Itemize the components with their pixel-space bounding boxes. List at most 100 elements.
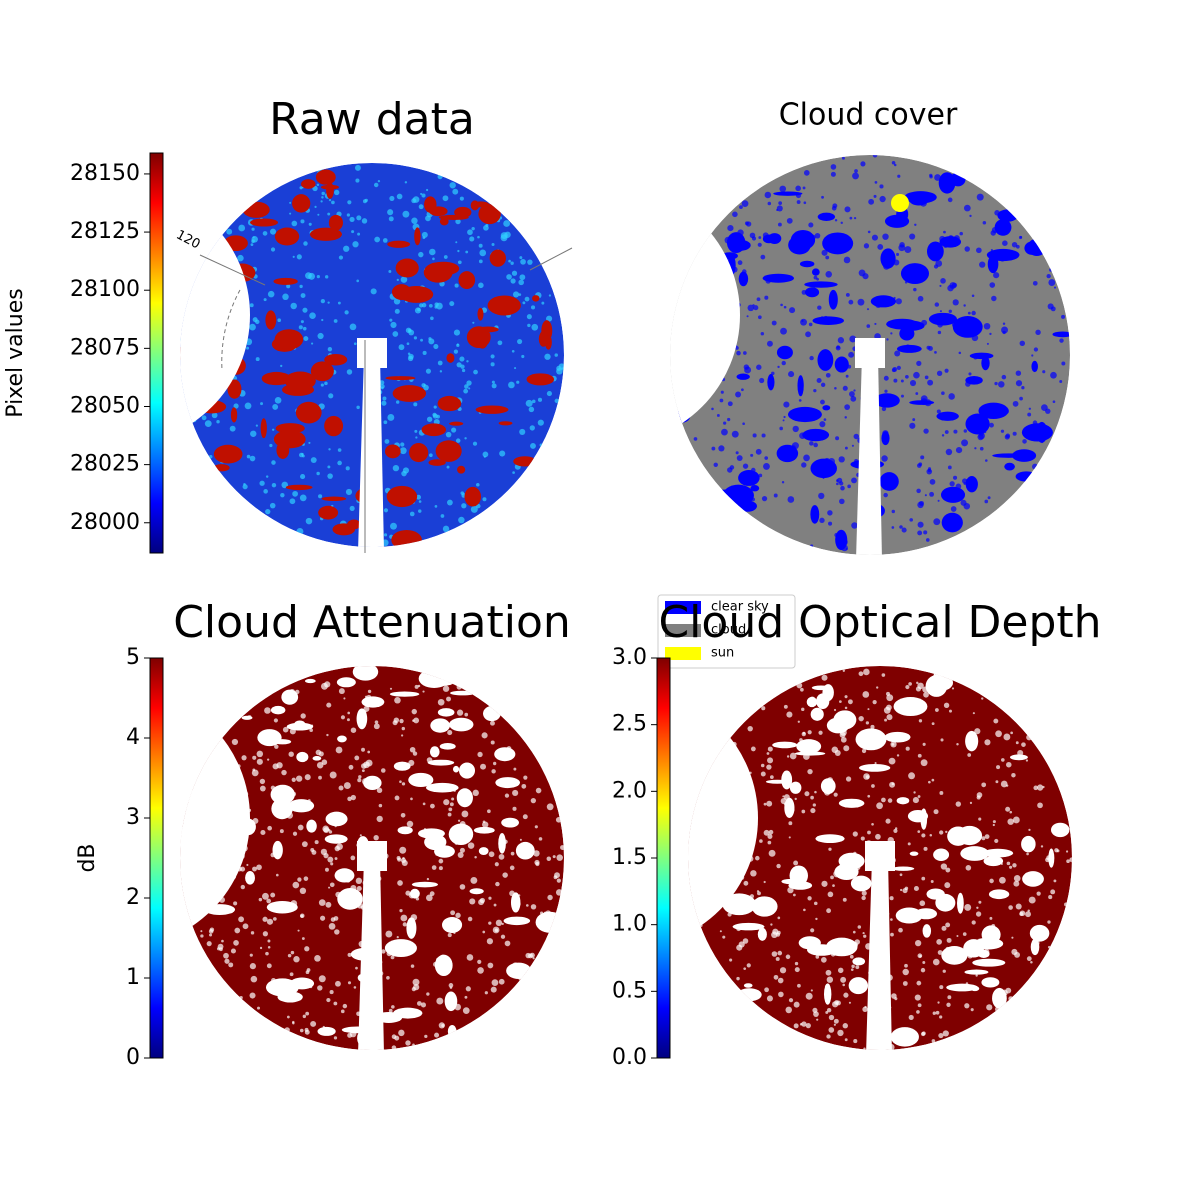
speck bbox=[490, 720, 495, 726]
speck bbox=[986, 1004, 993, 1011]
speck bbox=[1002, 322, 1006, 325]
speck bbox=[416, 1001, 422, 1006]
colorbar-tick-label: 0.0 bbox=[612, 1045, 647, 1070]
blob bbox=[434, 954, 453, 977]
speck bbox=[282, 293, 289, 301]
speck bbox=[871, 822, 874, 826]
speck bbox=[782, 419, 785, 422]
speck bbox=[693, 437, 698, 441]
speck bbox=[952, 475, 958, 480]
blob bbox=[938, 172, 956, 194]
speck bbox=[301, 841, 308, 848]
speck bbox=[308, 272, 316, 280]
speck bbox=[448, 983, 454, 988]
speck bbox=[995, 730, 1002, 738]
speck bbox=[936, 370, 943, 376]
speck bbox=[896, 365, 901, 370]
speck bbox=[760, 763, 765, 768]
speck bbox=[252, 317, 258, 323]
speck bbox=[825, 372, 831, 378]
speck bbox=[779, 426, 783, 431]
speck bbox=[292, 255, 295, 258]
speck bbox=[404, 181, 408, 184]
speck bbox=[333, 1036, 338, 1040]
speck bbox=[778, 201, 783, 205]
speck bbox=[845, 374, 849, 378]
blob bbox=[926, 241, 944, 262]
speck bbox=[979, 446, 984, 451]
speck bbox=[812, 1007, 818, 1013]
blob bbox=[276, 441, 290, 459]
speck bbox=[324, 381, 328, 386]
blob bbox=[772, 741, 798, 749]
speck bbox=[445, 431, 452, 438]
speck bbox=[763, 802, 767, 806]
speck bbox=[355, 877, 363, 885]
speck bbox=[810, 795, 814, 800]
sky-image bbox=[688, 666, 1072, 1050]
speck bbox=[554, 353, 558, 357]
blob bbox=[940, 486, 966, 503]
speck bbox=[1042, 370, 1046, 374]
blob bbox=[811, 268, 820, 276]
speck bbox=[262, 931, 268, 937]
colorbar bbox=[149, 152, 164, 554]
colorbar-tick-label: 2.0 bbox=[612, 778, 647, 803]
speck bbox=[1001, 374, 1007, 380]
speck bbox=[296, 527, 304, 535]
speck bbox=[711, 407, 714, 411]
blob bbox=[952, 316, 983, 338]
blob bbox=[439, 742, 456, 750]
blob bbox=[826, 717, 850, 734]
speck bbox=[531, 399, 536, 404]
speck bbox=[943, 230, 946, 234]
speck bbox=[1066, 859, 1070, 864]
speck bbox=[760, 254, 766, 260]
speck bbox=[758, 473, 763, 478]
speck bbox=[931, 1039, 936, 1043]
speck bbox=[1003, 733, 1011, 741]
blob bbox=[767, 374, 775, 391]
speck bbox=[1012, 431, 1017, 436]
speck bbox=[316, 761, 324, 769]
blob bbox=[892, 866, 915, 871]
speck bbox=[1000, 429, 1005, 433]
speck bbox=[840, 736, 847, 743]
speck bbox=[788, 371, 795, 378]
blob bbox=[798, 936, 821, 950]
speck bbox=[454, 283, 459, 288]
speck bbox=[1069, 857, 1072, 863]
speck bbox=[273, 718, 279, 723]
speck bbox=[834, 219, 838, 222]
speck bbox=[464, 995, 468, 999]
blob bbox=[855, 728, 887, 751]
speck bbox=[736, 976, 740, 981]
speck bbox=[389, 687, 393, 690]
speck bbox=[328, 199, 332, 202]
speck bbox=[958, 351, 962, 355]
speck bbox=[842, 1023, 848, 1029]
speck bbox=[508, 259, 511, 263]
blob bbox=[510, 892, 521, 913]
speck bbox=[992, 820, 996, 824]
speck bbox=[1036, 891, 1041, 896]
speck bbox=[338, 688, 345, 695]
speck bbox=[984, 459, 988, 462]
speck bbox=[252, 755, 257, 760]
speck bbox=[525, 904, 529, 907]
speck bbox=[920, 1031, 926, 1037]
speck bbox=[461, 503, 467, 509]
speck bbox=[883, 492, 888, 498]
speck bbox=[984, 834, 990, 839]
speck bbox=[764, 456, 769, 460]
blob bbox=[475, 405, 509, 414]
speck bbox=[249, 963, 256, 970]
blob bbox=[799, 260, 815, 268]
speck bbox=[237, 254, 244, 262]
speck bbox=[978, 900, 982, 904]
speck bbox=[820, 399, 825, 405]
speck bbox=[388, 270, 392, 273]
speck bbox=[240, 866, 246, 872]
blob bbox=[385, 376, 416, 381]
speck bbox=[390, 522, 397, 530]
